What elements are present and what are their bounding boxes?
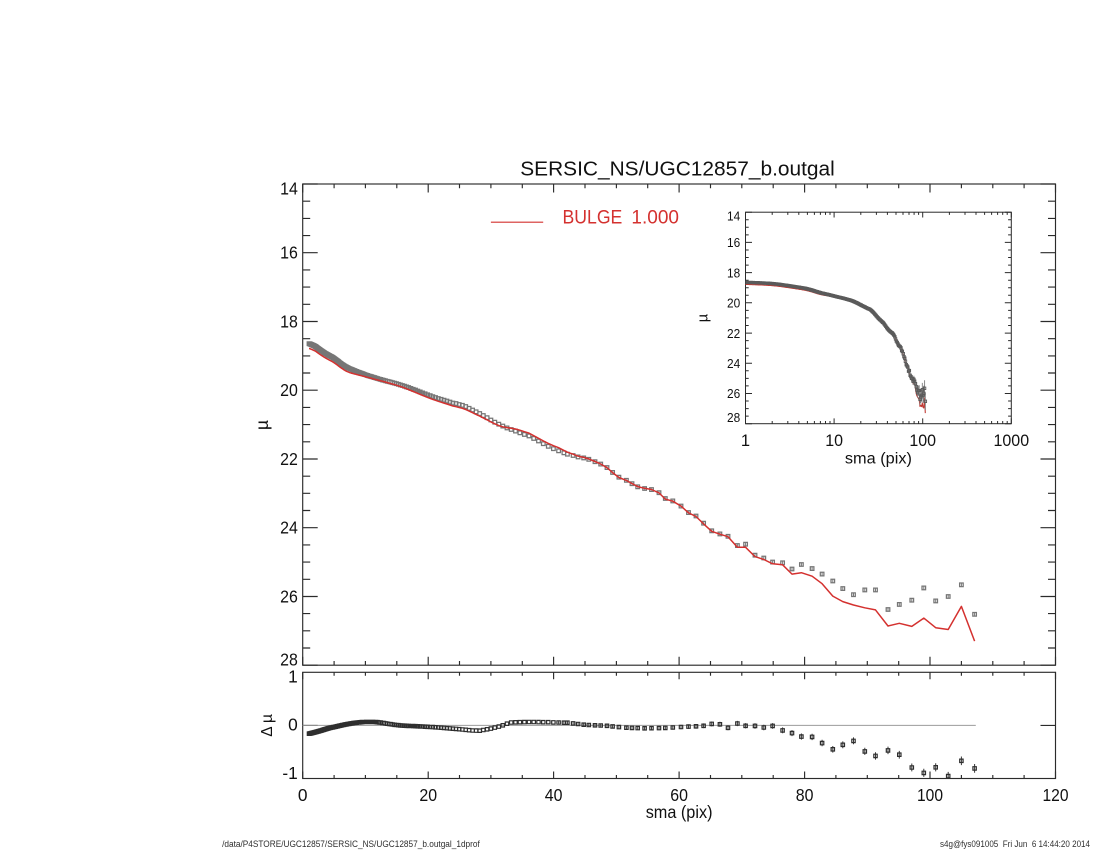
svg-text:18: 18 <box>727 265 740 280</box>
svg-text:60: 60 <box>670 785 688 805</box>
svg-text:1.000: 1.000 <box>631 206 679 228</box>
svg-text:100: 100 <box>909 432 936 450</box>
svg-text:10: 10 <box>825 432 843 450</box>
svg-text:16: 16 <box>727 235 740 250</box>
svg-text:22: 22 <box>280 449 298 469</box>
svg-text:24: 24 <box>280 518 298 538</box>
svg-text:14: 14 <box>280 178 298 198</box>
svg-text:1: 1 <box>741 432 750 450</box>
svg-text:Δ µ: Δ µ <box>259 714 276 737</box>
svg-text:µ: µ <box>252 420 272 430</box>
svg-text:/data/P4STORE/UGC12857/SERSIC_: /data/P4STORE/UGC12857/SERSIC_NS/UGC1285… <box>222 839 480 849</box>
svg-text:80: 80 <box>796 785 814 805</box>
svg-text:22: 22 <box>727 326 740 341</box>
svg-text:sma (pix): sma (pix) <box>845 451 912 468</box>
svg-text:µ: µ <box>696 313 712 322</box>
svg-text:28: 28 <box>280 650 298 670</box>
svg-text:sma (pix): sma (pix) <box>646 802 713 822</box>
svg-text:24: 24 <box>727 356 740 371</box>
svg-text:SERSIC_NS/UGC12857_b.outgal: SERSIC_NS/UGC12857_b.outgal <box>520 157 835 180</box>
svg-text:26: 26 <box>280 586 298 606</box>
svg-text:1: 1 <box>288 667 298 687</box>
svg-text:120: 120 <box>1043 785 1069 805</box>
svg-text:14: 14 <box>727 209 740 224</box>
svg-text:-1: -1 <box>282 763 297 783</box>
svg-text:0: 0 <box>288 715 298 735</box>
svg-text:26: 26 <box>727 386 740 401</box>
svg-text:40: 40 <box>545 785 563 805</box>
svg-text:28: 28 <box>727 410 740 425</box>
svg-text:0: 0 <box>298 785 308 805</box>
svg-text:18: 18 <box>280 311 298 331</box>
svg-text:20: 20 <box>727 296 740 311</box>
svg-text:20: 20 <box>419 785 437 805</box>
svg-text:16: 16 <box>280 243 298 263</box>
svg-text:s4g@fys091005 Fri Jun 6 14:4: s4g@fys091005 Fri Jun 6 14:44:20 2014 <box>940 839 1090 849</box>
svg-text:BULGE: BULGE <box>563 206 623 228</box>
svg-text:1000: 1000 <box>994 432 1030 450</box>
svg-text:20: 20 <box>280 380 298 400</box>
svg-text:100: 100 <box>917 785 943 805</box>
